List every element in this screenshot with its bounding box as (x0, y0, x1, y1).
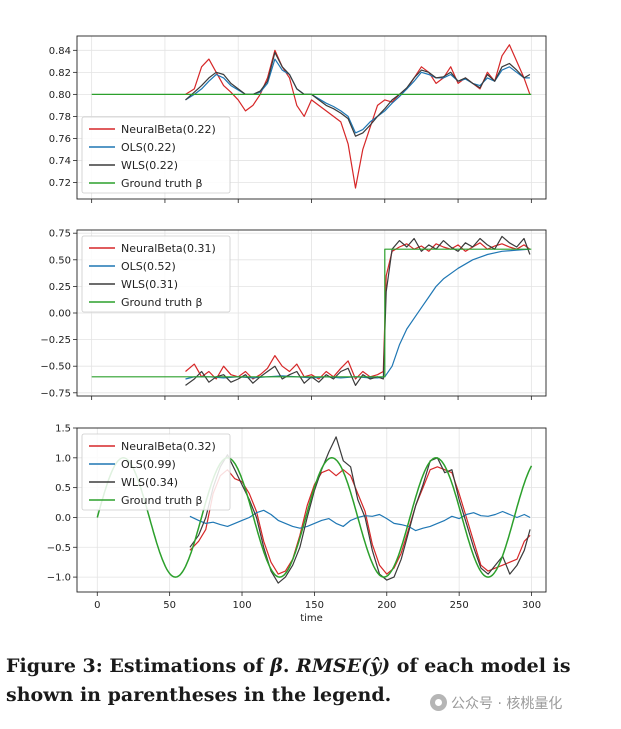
figure-3: 0.72 0.74 0.76 0.78 0.80 0.82 0.84 NeuralBeta(0… (40, 35, 547, 624)
y-tick-label: 0.75 (49, 229, 71, 240)
y-tick-label: 0.78 (49, 112, 71, 123)
legend-label-1: NeuralBeta(0.31) (121, 242, 216, 255)
y-tick-label: 1.0 (55, 453, 71, 464)
axes-frame (76, 427, 547, 593)
caption-text-pre: Estimations of (102, 655, 271, 677)
y-tick-label: 0.80 (49, 90, 71, 101)
y-tick-label: 0.84 (49, 46, 71, 57)
series-line-2 (185, 58, 530, 134)
legend: NeuralBeta(0.31) OLS(0.52) WLS(0.31) Ground… (81, 235, 231, 313)
series-group (96, 436, 533, 584)
series-line-4 (96, 457, 533, 578)
y-tick-label: −1.0 (47, 573, 71, 584)
y-tick-label: 0.00 (49, 309, 71, 320)
y-tick-label: 0.76 (49, 134, 71, 145)
panel-1: 0.72 0.74 0.76 0.78 0.80 0.82 0.84 NeuralBeta(0… (49, 35, 547, 203)
watermark-text: 公众号 · 核桃量化 (451, 696, 563, 712)
legend: NeuralBeta(0.22) OLS(0.22) WLS(0.22) Ground… (81, 116, 231, 194)
series-line-3 (185, 235, 531, 386)
series-line-1 (189, 466, 531, 575)
x-tick-label: 200 (377, 600, 396, 611)
series-line-2 (189, 509, 531, 532)
legend-box (81, 235, 231, 313)
series-line-3 (185, 51, 531, 137)
y-tick-label: −0.25 (40, 335, 71, 346)
legend-label-3: WLS(0.22) (121, 159, 178, 172)
legend-label-4: Ground truth β (121, 494, 203, 507)
y-tick-label: 0.82 (49, 68, 71, 79)
legend-label-1: NeuralBeta(0.32) (121, 440, 216, 453)
wechat-logo-icon (430, 694, 447, 711)
legend-label-3: WLS(0.34) (121, 476, 178, 489)
legend-label-4: Ground truth β (121, 177, 203, 190)
y-tick-label: 0.5 (55, 483, 71, 494)
series-line-1 (185, 242, 531, 380)
x-tick-label: 0 (94, 600, 100, 611)
x-tick-label: 50 (163, 600, 176, 611)
caption-label: Figure 3: (6, 655, 103, 677)
y-tick-label: −0.5 (47, 543, 71, 554)
x-tick-label: 250 (450, 600, 469, 611)
y-tick-label: 0.25 (49, 282, 71, 293)
x-tick-label: 300 (522, 600, 541, 611)
y-tick-label: 0.0 (55, 513, 71, 524)
y-tick-label: 0.74 (49, 156, 71, 167)
legend-box (81, 116, 231, 194)
y-tick-label: −0.50 (40, 362, 71, 373)
x-axis-label: time (300, 613, 323, 624)
legend-box (81, 433, 231, 511)
caption-text-post: of each model is shown in parentheses in… (6, 655, 571, 706)
series-line-2 (185, 248, 530, 380)
series-group (91, 235, 532, 386)
y-tick-label: 0.50 (49, 255, 71, 266)
legend-label-1: NeuralBeta(0.22) (121, 123, 216, 136)
legend-label-2: OLS(0.52) (121, 260, 176, 273)
y-tick-label: 0.72 (49, 178, 71, 189)
legend: NeuralBeta(0.32) OLS(0.99) WLS(0.34) Ground… (81, 433, 231, 511)
legend-label-2: OLS(0.22) (121, 141, 176, 154)
series-line-3 (189, 436, 531, 584)
x-tick-label: 150 (305, 600, 324, 611)
panel-3: −1.0 −0.5 0.0 0.5 1.0 1.5 0 50 100 150 200 250 300 ti… (47, 424, 547, 624)
watermark: 公众号 · 核桃量化 (430, 693, 562, 713)
legend-label-3: WLS(0.31) (121, 278, 178, 291)
series-line-4 (91, 248, 532, 378)
series-group (91, 44, 532, 189)
caption-beta: β (270, 655, 283, 677)
caption-metric: RMSE(ŷ) (296, 655, 391, 677)
y-tick-label: −0.75 (40, 388, 71, 399)
legend-label-2: OLS(0.99) (121, 458, 176, 471)
legend-label-4: Ground truth β (121, 296, 203, 309)
panel-2: −0.75 −0.50 −0.25 0.00 0.25 0.50 0.75 NeuralBet… (40, 229, 547, 400)
y-tick-label: 1.5 (55, 424, 71, 435)
caption-text-mid: . (282, 655, 297, 677)
x-tick-label: 100 (232, 600, 251, 611)
figure-caption: Figure 3: Estimations of β. RMSE(ŷ) of e… (6, 652, 606, 710)
